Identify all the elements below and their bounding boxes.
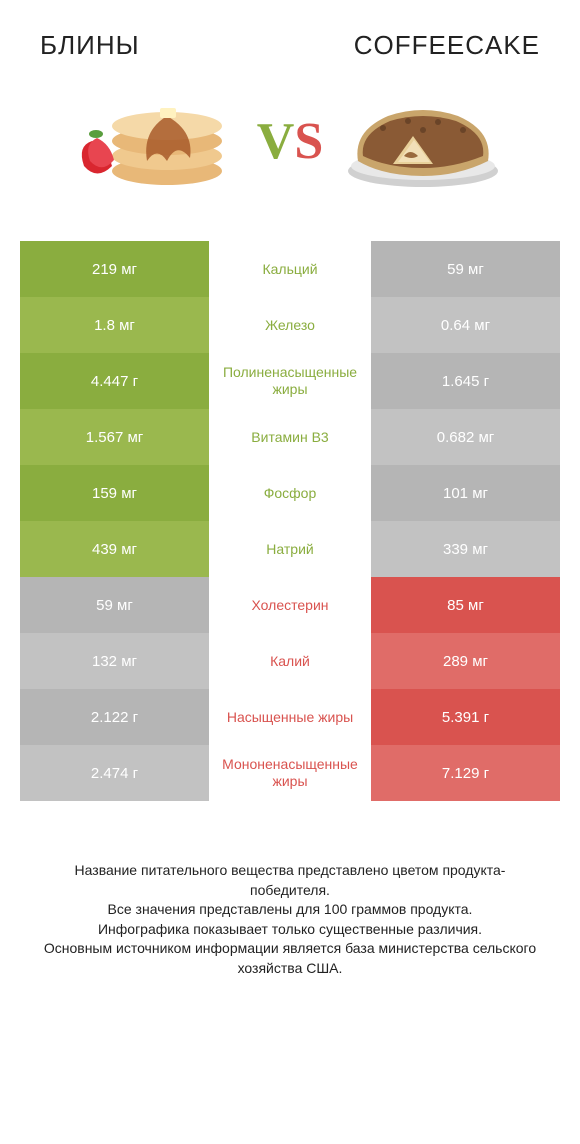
right-value: 85 мг [371, 577, 560, 633]
left-value: 132 мг [20, 633, 209, 689]
left-value: 59 мг [20, 577, 209, 633]
table-row: 132 мгКалий289 мг [20, 633, 560, 689]
nutrient-label: Натрий [209, 521, 371, 577]
right-value: 5.391 г [371, 689, 560, 745]
nutrient-label: Полиненасыщенные жиры [209, 353, 371, 409]
left-value: 1.567 мг [20, 409, 209, 465]
nutrient-label: Холестерин [209, 577, 371, 633]
comparison-table: 219 мгКальций59 мг1.8 мгЖелезо0.64 мг4.4… [20, 241, 560, 801]
left-food-title: БЛИНЫ [40, 30, 140, 61]
right-food-title: COFFEECAKE [354, 30, 540, 61]
right-value: 1.645 г [371, 353, 560, 409]
right-value: 0.682 мг [371, 409, 560, 465]
left-value: 2.474 г [20, 745, 209, 801]
nutrient-label: Кальций [209, 241, 371, 297]
table-row: 159 мгФосфор101 мг [20, 465, 560, 521]
vs-row: VS [20, 81, 560, 201]
footnote-line: Все значения представлены для 100 граммо… [40, 900, 540, 920]
table-row: 1.8 мгЖелезо0.64 мг [20, 297, 560, 353]
footnote-line: Название питательного вещества представл… [40, 861, 540, 900]
left-value: 2.122 г [20, 689, 209, 745]
left-value: 219 мг [20, 241, 209, 297]
left-value: 439 мг [20, 521, 209, 577]
right-value: 59 мг [371, 241, 560, 297]
table-row: 59 мгХолестерин85 мг [20, 577, 560, 633]
nutrient-label: Насыщенные жиры [209, 689, 371, 745]
header: БЛИНЫ COFFEECAKE [20, 30, 560, 61]
left-food-image [67, 81, 247, 201]
table-row: 2.122 гНасыщенные жиры5.391 г [20, 689, 560, 745]
nutrient-label: Калий [209, 633, 371, 689]
nutrient-label: Железо [209, 297, 371, 353]
footnote-line: Основным источником информации является … [40, 939, 540, 978]
right-value: 289 мг [371, 633, 560, 689]
footnote: Название питательного вещества представл… [20, 861, 560, 979]
nutrient-label: Мононенасыщенные жиры [209, 745, 371, 801]
left-value: 159 мг [20, 465, 209, 521]
nutrient-label: Витамин B3 [209, 409, 371, 465]
right-value: 101 мг [371, 465, 560, 521]
table-row: 439 мгНатрий339 мг [20, 521, 560, 577]
left-value: 4.447 г [20, 353, 209, 409]
right-value: 0.64 мг [371, 297, 560, 353]
vs-label: VS [257, 112, 323, 171]
nutrient-label: Фосфор [209, 465, 371, 521]
table-row: 2.474 гМононенасыщенные жиры7.129 г [20, 745, 560, 801]
footnote-line: Инфографика показывает только существенн… [40, 920, 540, 940]
right-food-image [333, 81, 513, 201]
right-value: 339 мг [371, 521, 560, 577]
left-value: 1.8 мг [20, 297, 209, 353]
table-row: 4.447 гПолиненасыщенные жиры1.645 г [20, 353, 560, 409]
right-value: 7.129 г [371, 745, 560, 801]
table-row: 219 мгКальций59 мг [20, 241, 560, 297]
table-row: 1.567 мгВитамин B30.682 мг [20, 409, 560, 465]
